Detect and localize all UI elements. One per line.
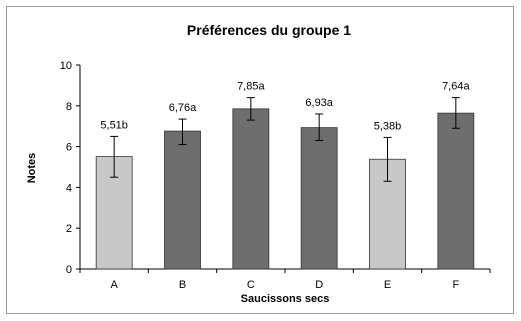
- y-tick-label: 10: [60, 60, 72, 72]
- bar-c: [232, 108, 270, 270]
- y-tick-label: 4: [66, 182, 72, 194]
- data-label-a: 5,51b: [100, 119, 128, 131]
- y-tick-label: 2: [66, 223, 72, 235]
- x-tick-label-f: F: [452, 279, 459, 291]
- x-tick-label-b: B: [179, 279, 186, 291]
- bar-d: [300, 127, 338, 270]
- x-tick-label-d: D: [315, 279, 323, 291]
- y-tick-label: 6: [66, 142, 72, 154]
- data-label-e: 5,38b: [374, 120, 402, 132]
- x-tick-label-c: C: [247, 279, 255, 291]
- data-label-b: 6,76a: [169, 102, 197, 114]
- x-axis-label: Saucissons secs: [241, 293, 330, 305]
- bar-f: [437, 112, 475, 270]
- plot-area: 0 2 4 6 8 10 5,51b A 6,76a B 7,85a C 6,93a D 5,38b E 7,6…: [60, 60, 491, 291]
- chart-title: Préférences du groupe 1: [187, 22, 351, 38]
- x-tick-label-a: A: [110, 279, 118, 291]
- y-tick-label: 8: [66, 101, 72, 113]
- data-label-d: 6,93a: [305, 97, 333, 109]
- y-tick-label: 0: [66, 264, 72, 276]
- bar-b: [164, 130, 201, 270]
- y-axis-label: Notes: [26, 153, 38, 184]
- data-label-f: 7,64a: [442, 81, 470, 93]
- data-label-c: 7,85a: [237, 81, 265, 93]
- x-tick-label-e: E: [384, 279, 391, 291]
